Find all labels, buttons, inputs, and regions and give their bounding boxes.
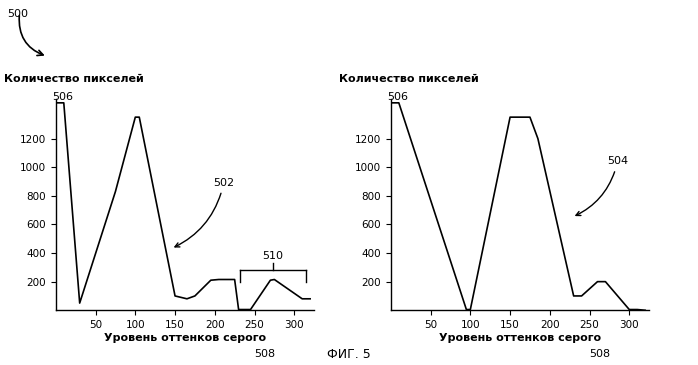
Text: 508: 508 (589, 349, 611, 359)
Text: Количество пикселей: Количество пикселей (4, 74, 144, 84)
Text: 506: 506 (52, 92, 73, 102)
Text: ФИГ. 5: ФИГ. 5 (327, 348, 371, 361)
X-axis label: Уровень оттенков серого: Уровень оттенков серого (104, 333, 266, 343)
Text: 508: 508 (254, 349, 276, 359)
Text: 504: 504 (576, 156, 628, 215)
X-axis label: Уровень оттенков серого: Уровень оттенков серого (439, 333, 601, 343)
Text: 502: 502 (175, 178, 235, 247)
Text: Количество пикселей: Количество пикселей (339, 74, 479, 84)
Text: 510: 510 (262, 251, 283, 261)
Text: 506: 506 (387, 92, 408, 102)
Text: 500: 500 (7, 9, 28, 19)
